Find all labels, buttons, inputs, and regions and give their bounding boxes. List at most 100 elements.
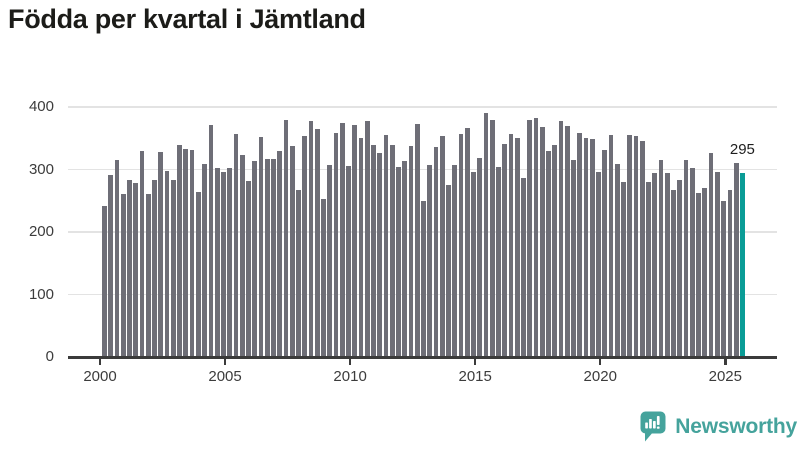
bar [296, 189, 301, 357]
bar [327, 165, 333, 357]
bar [283, 120, 289, 357]
bar [589, 138, 595, 357]
bar [195, 192, 201, 357]
bar [170, 179, 176, 357]
y-axis-tick-label: 400 [28, 98, 54, 115]
bar [539, 127, 545, 357]
bar [152, 179, 157, 357]
highlighted-bar [740, 172, 745, 357]
bar [546, 150, 551, 357]
bar [471, 172, 476, 357]
bar [446, 184, 451, 357]
bar [108, 174, 114, 357]
bar [264, 158, 270, 357]
bar [208, 125, 214, 357]
bar [145, 193, 151, 357]
bar [339, 122, 345, 357]
x-axis-tick-label: 2015 [458, 368, 492, 385]
bar [696, 192, 701, 357]
newsworthy-chart-bubble-icon [640, 411, 666, 442]
bar [389, 145, 395, 357]
bar [452, 164, 458, 357]
newsworthy-logo: Newsworthy [640, 411, 797, 442]
bar [258, 137, 264, 357]
bar [308, 120, 314, 357]
bar [533, 117, 539, 357]
bar [571, 160, 576, 357]
bar [377, 152, 383, 357]
highlight-value-label: 295 [729, 140, 755, 158]
bar [396, 167, 401, 357]
bar [314, 128, 320, 357]
bar [333, 132, 339, 357]
bar [714, 172, 720, 357]
y-axis-tick-label: 200 [28, 223, 54, 240]
bar [114, 159, 120, 357]
bar [302, 135, 308, 357]
bar [733, 162, 739, 357]
bar [727, 189, 733, 357]
bar [183, 148, 189, 357]
bar [177, 145, 182, 357]
bar [120, 193, 126, 357]
bar [652, 172, 658, 357]
bar [439, 135, 445, 357]
x-axis-tick-label: 2000 [83, 368, 117, 385]
bar [246, 181, 251, 357]
bar [321, 198, 326, 357]
bar [627, 135, 633, 357]
bar [464, 127, 470, 357]
bar [102, 205, 107, 357]
bar [564, 126, 570, 357]
bar [433, 147, 439, 357]
bar [408, 146, 414, 357]
bar [271, 158, 276, 357]
bar [202, 163, 207, 357]
x-axis-line [68, 355, 777, 359]
bar [346, 166, 351, 357]
bar [277, 151, 283, 357]
bar [489, 120, 495, 357]
bar [414, 123, 420, 357]
bar [427, 165, 433, 357]
bar [608, 135, 614, 357]
bar [689, 168, 695, 357]
bar [127, 179, 132, 357]
y-axis-tick-label: 300 [28, 160, 54, 178]
bar [514, 138, 520, 357]
bar [233, 133, 239, 357]
bar [583, 138, 589, 357]
bar [646, 182, 651, 357]
y-axis-tick-label: 100 [28, 285, 54, 303]
bar [639, 140, 645, 357]
bar [633, 136, 639, 357]
bar [577, 133, 583, 357]
bar [521, 177, 526, 357]
x-axis-tick-label: 2020 [583, 368, 617, 385]
bar [614, 163, 620, 357]
bar [502, 143, 508, 357]
bar [352, 125, 358, 357]
bar [383, 135, 389, 357]
bar [164, 171, 170, 357]
bar [508, 133, 514, 357]
chart-title: Födda per kvartal i Jämtland [8, 4, 366, 34]
bar [596, 172, 601, 357]
x-axis-tick [598, 358, 602, 365]
bar [558, 120, 564, 357]
y-gridline [68, 106, 777, 108]
bar [702, 188, 708, 357]
bar [221, 172, 226, 357]
bar [477, 158, 483, 357]
x-axis-tick [348, 358, 352, 365]
bar [664, 173, 670, 357]
bar [496, 167, 501, 357]
bar [458, 133, 464, 357]
bar [721, 201, 726, 357]
y-axis-tick-label: 0 [45, 348, 54, 365]
bar [133, 182, 139, 357]
x-axis-tick [473, 358, 477, 365]
bar [658, 159, 664, 357]
x-axis-tick [98, 358, 102, 365]
x-axis-tick [223, 358, 227, 365]
